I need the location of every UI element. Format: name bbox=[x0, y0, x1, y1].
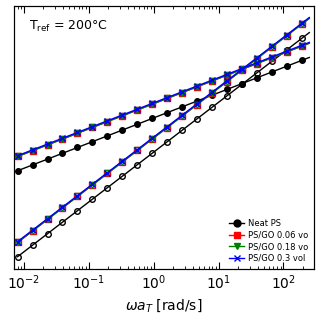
Text: T$_{\mathrm{ref}}$ = 200°C: T$_{\mathrm{ref}}$ = 200°C bbox=[29, 19, 108, 34]
X-axis label: $\omega a_T$ [rad/s]: $\omega a_T$ [rad/s] bbox=[125, 298, 203, 315]
Legend: Neat PS, PS/GO 0.06 vo, PS/GO 0.18 vo, PS/GO 0.3 vol: Neat PS, PS/GO 0.06 vo, PS/GO 0.18 vo, P… bbox=[228, 218, 310, 264]
